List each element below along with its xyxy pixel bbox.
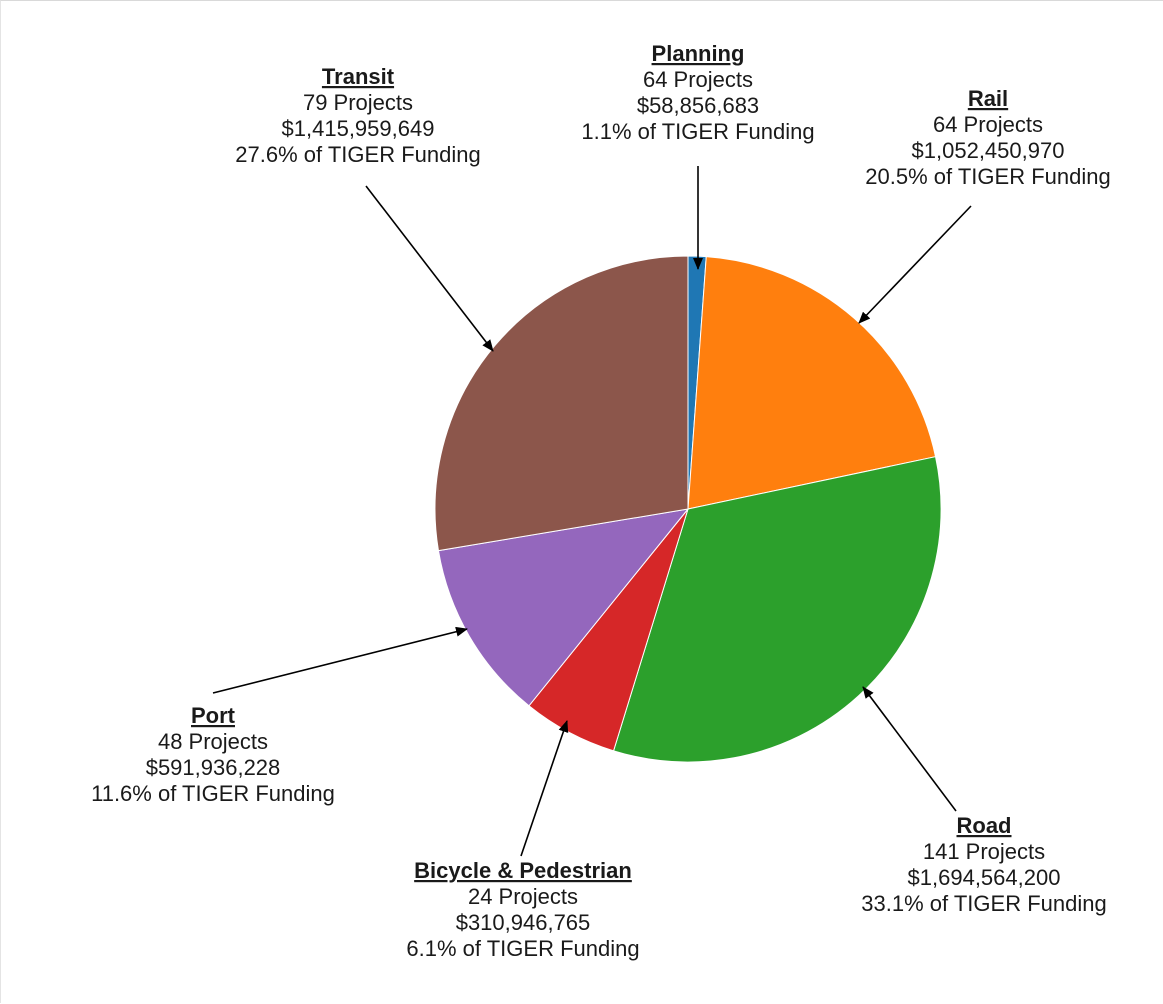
callout-arrow-transit	[365, 185, 494, 352]
callout-arrow-road	[862, 686, 957, 812]
slice-amount: $591,936,228	[146, 755, 281, 780]
callout-arrow-port	[212, 626, 468, 694]
slice-name: Road	[957, 813, 1012, 838]
slice-projects: 64 Projects	[933, 112, 1043, 137]
slice-name: Rail	[968, 86, 1008, 111]
pie-slice-rail	[687, 256, 937, 510]
slice-projects: 48 Projects	[158, 729, 268, 754]
slice-amount: $310,946,765	[456, 910, 591, 935]
slices-layer	[434, 255, 942, 763]
slice-name: Bicycle & Pedestrian	[414, 858, 632, 883]
slice-share: 20.5% of TIGER Funding	[865, 164, 1110, 189]
slice-projects: 64 Projects	[643, 67, 753, 92]
slice-projects: 141 Projects	[923, 839, 1045, 864]
slice-share: 27.6% of TIGER Funding	[235, 142, 480, 167]
slice-projects: 79 Projects	[303, 90, 413, 115]
slice-share: 1.1% of TIGER Funding	[581, 119, 814, 144]
slice-amount: $1,052,450,970	[912, 138, 1065, 163]
slice-share: 11.6% of TIGER Funding	[91, 781, 335, 806]
callout-arrow-rail	[858, 205, 972, 324]
slice-amount: $58,856,683	[637, 93, 759, 118]
slice-share: 33.1% of TIGER Funding	[861, 891, 1106, 916]
slice-name: Port	[191, 703, 236, 728]
pie-slice-road	[612, 456, 942, 763]
arrows-layer	[212, 166, 972, 857]
callout-arrow-bicycle-and-pedestrian	[520, 720, 569, 857]
slice-amount: $1,694,564,200	[908, 865, 1061, 890]
slice-name: Planning	[652, 41, 745, 66]
slice-projects: 24 Projects	[468, 884, 578, 909]
pie-slice-transit	[434, 255, 689, 552]
slice-name: Transit	[322, 64, 395, 89]
slice-share: 6.1% of TIGER Funding	[406, 936, 639, 961]
pie-slice-port	[437, 508, 690, 707]
slice-amount: $1,415,959,649	[282, 116, 435, 141]
